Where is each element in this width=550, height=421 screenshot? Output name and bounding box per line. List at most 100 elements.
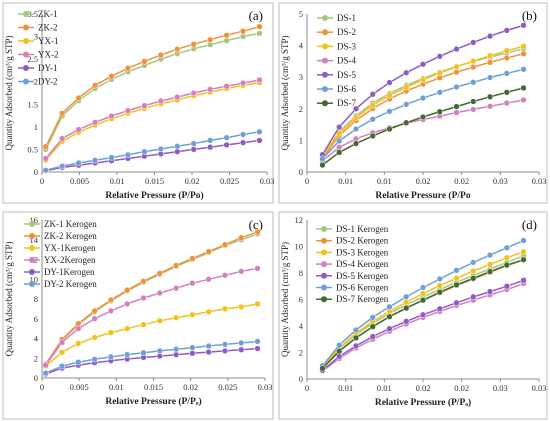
legend: ZK-1 ZK-2 YX-1 YX-2 DY-1 DY-2 xyxy=(18,9,59,87)
series-2 xyxy=(42,23,263,150)
series-5 xyxy=(319,277,527,374)
data-point xyxy=(403,318,410,325)
data-point xyxy=(436,89,443,96)
y-tick-label: 1 xyxy=(34,122,38,132)
data-point xyxy=(254,338,261,345)
chart-panel-1: 0 0.005 0.01 0.015 0.02 0.025 0.03 0 0.5 1 1.5 2 2.5… xyxy=(2,2,274,204)
chart-panel-3: 00.0050.010.0150.020.0250.03024681012141… xyxy=(2,211,274,420)
x-tick-label: 0 xyxy=(305,176,309,186)
series-7 xyxy=(319,84,527,169)
legend-marker xyxy=(322,71,328,78)
data-point xyxy=(223,141,230,149)
data-point xyxy=(91,82,99,89)
y-tick-label: 2 xyxy=(34,353,38,363)
data-point xyxy=(124,151,132,158)
data-point xyxy=(239,79,247,87)
data-point xyxy=(403,101,410,108)
data-point xyxy=(75,159,82,167)
data-point xyxy=(91,119,99,126)
data-point xyxy=(238,303,245,311)
data-point xyxy=(91,334,98,341)
x-axis-title: Relative Pressure (P/Po) xyxy=(105,190,203,201)
data-point xyxy=(486,268,494,275)
data-point xyxy=(91,307,98,315)
x-tick-label: 0.015 xyxy=(144,382,163,392)
data-point xyxy=(403,119,410,126)
y-tick-label: 0.5 xyxy=(27,144,38,154)
legend-marker xyxy=(29,221,35,227)
data-point xyxy=(470,259,477,266)
data-point xyxy=(157,145,164,153)
legend-entry: DS-6 xyxy=(337,84,357,94)
x-tick-label: 0.015 xyxy=(145,176,164,186)
data-point xyxy=(205,342,212,350)
x-tick-label: 0.03 xyxy=(493,383,508,393)
data-point xyxy=(352,334,360,342)
data-point xyxy=(486,59,494,66)
legend-marker xyxy=(23,51,29,58)
legend-marker xyxy=(23,78,29,85)
data-point xyxy=(238,234,245,241)
y-tick-label: 10 xyxy=(30,274,39,284)
data-point xyxy=(470,293,477,301)
data-point xyxy=(42,369,49,377)
data-point xyxy=(336,342,343,349)
data-point xyxy=(419,311,427,318)
data-point xyxy=(336,348,343,355)
data-point xyxy=(189,350,196,357)
data-point xyxy=(436,289,443,296)
series-3 xyxy=(319,43,527,160)
y-tick-label: 2.5 xyxy=(27,54,38,64)
data-point xyxy=(58,363,66,370)
data-point xyxy=(256,23,263,30)
legend-marker xyxy=(23,38,29,44)
data-point xyxy=(503,27,510,34)
data-point xyxy=(238,268,245,275)
legend-entry: DS-3 xyxy=(337,41,357,51)
data-point xyxy=(436,53,443,60)
data-point xyxy=(486,74,494,81)
legend-entry: DS-6 Kerogen xyxy=(336,283,389,293)
data-point xyxy=(221,347,229,355)
data-point xyxy=(174,148,181,155)
chart-panel-4: 0 0.01 0.01 0.02 0.02 0.03 0.03 0 2 4 6 8 10 12 Relati… xyxy=(278,211,548,420)
data-point xyxy=(223,134,230,141)
data-point xyxy=(190,89,197,97)
series-3 xyxy=(42,300,261,370)
y-tick-label: 0 xyxy=(299,167,303,177)
x-tick-label: 0.005 xyxy=(70,176,89,186)
legend-entry: DS-4 xyxy=(337,56,357,66)
data-point xyxy=(503,54,510,62)
y-tick-label: 4 xyxy=(34,334,39,344)
series-6 xyxy=(42,338,261,377)
data-point xyxy=(254,345,261,352)
x-tick-label: 0.02 xyxy=(454,383,469,393)
y-tick-label: 14 xyxy=(30,235,39,245)
data-point xyxy=(223,37,230,44)
legend-marker xyxy=(321,284,327,291)
y-tick-label: 2 xyxy=(299,348,303,358)
y-tick-label: 5 xyxy=(299,9,303,19)
x-tick-label: 0.03 xyxy=(532,176,547,186)
data-point xyxy=(453,68,460,76)
y-tick-label: 0 xyxy=(299,374,303,384)
data-point xyxy=(503,47,510,54)
legend-entry: ZK-2 xyxy=(38,23,58,33)
data-point xyxy=(419,284,427,291)
data-point xyxy=(156,317,163,324)
x-tick-label: 0.01 xyxy=(377,383,392,393)
data-point xyxy=(172,351,180,358)
series-4 xyxy=(42,265,261,369)
data-point xyxy=(453,45,460,53)
y-tick-label: 2 xyxy=(34,77,38,87)
y-tick-label: 2 xyxy=(299,104,303,114)
y-tick-label: 0 xyxy=(34,373,38,383)
data-point xyxy=(58,349,66,356)
legend-marker xyxy=(29,269,35,275)
data-point xyxy=(419,76,427,83)
data-point xyxy=(221,341,229,348)
data-point xyxy=(221,241,229,248)
data-point xyxy=(486,251,494,259)
legend-marker xyxy=(321,296,327,303)
legend-marker xyxy=(322,100,328,107)
